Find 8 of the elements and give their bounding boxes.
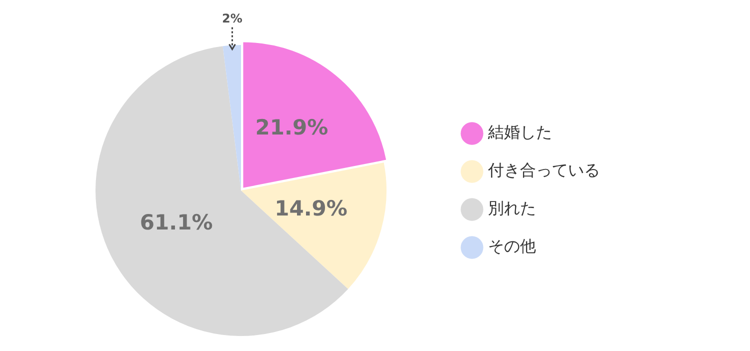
data-label: 61.1% xyxy=(140,210,213,234)
legend-label: その他 xyxy=(488,236,536,256)
legend-label: 付き合っている xyxy=(487,160,600,180)
data-label: 14.9% xyxy=(274,196,348,221)
legend-label: 結婚した xyxy=(487,122,552,142)
data-label: 2% xyxy=(222,11,242,26)
data-label: 21.9% xyxy=(255,115,328,140)
legend-label: 別れた xyxy=(488,198,536,218)
